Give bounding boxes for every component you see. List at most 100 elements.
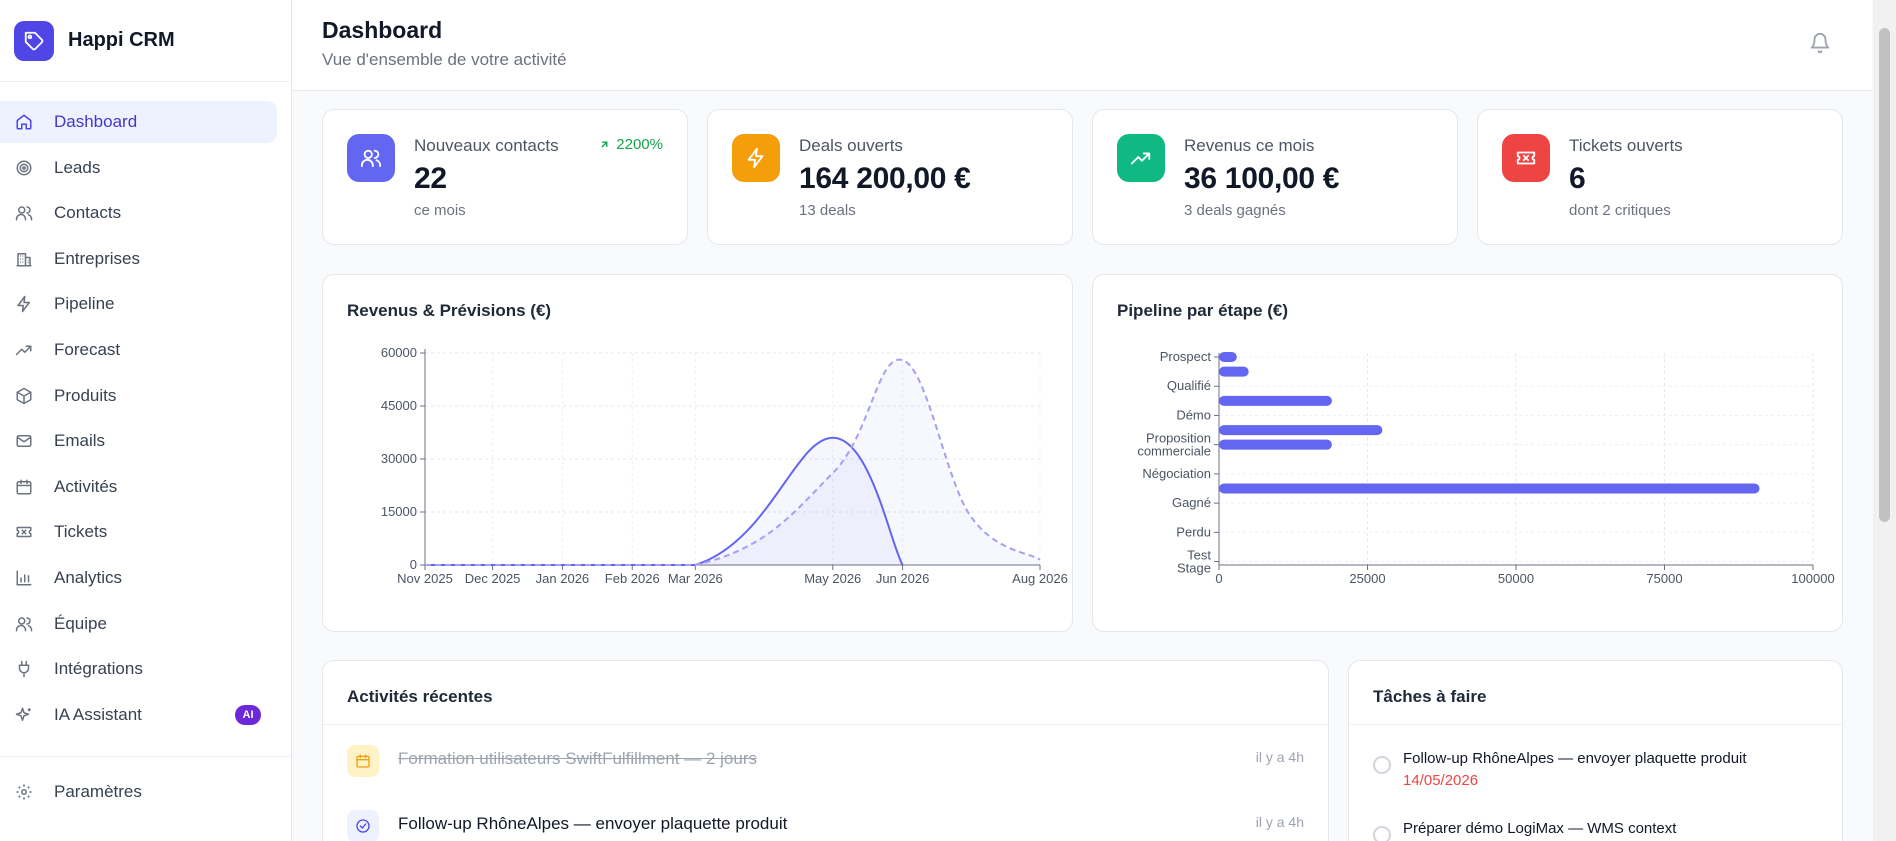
stat-card-deals[interactable]: Deals ouverts 164 200,00 € 13 deals [707,109,1073,245]
x-tick-label: Nov 2025 [397,571,453,586]
pipeline-bar [1219,366,1249,377]
x-tick-label: 50000 [1498,571,1534,586]
sidebar-item-produits[interactable]: Produits [0,375,277,417]
stat-card-contacts[interactable]: Nouveaux contacts 2200% 22 ce mois [322,109,688,245]
building-icon [14,249,34,269]
activity-item[interactable]: Formation utilisateurs SwiftFulfillment … [347,741,1304,781]
task-checkbox[interactable] [1373,756,1391,774]
package-icon [14,386,34,406]
calendar-icon [347,745,379,777]
settings-icon [14,782,34,802]
stat-label: Tickets ouverts [1569,136,1683,155]
sidebar-item-equipe[interactable]: Équipe [0,603,277,645]
plug-icon [14,659,34,679]
pipeline-chart-card: Pipeline par étape (€) 0 25000 50000 75000 1… [1092,274,1843,632]
card-header: Activités récentes [323,661,1328,725]
scrollbar-thumb[interactable] [1879,28,1890,522]
ai-badge: AI [235,704,261,725]
sidebar-item-activites[interactable]: Activités [0,466,277,508]
tag-logo-icon [14,20,54,61]
y-tick-label: Démo [1176,407,1211,422]
activity-text: Formation utilisateurs SwiftFulfillment … [398,749,758,768]
sidebar-item-label: Leads [54,157,101,177]
activity-item[interactable]: Follow-up RhôneAlpes — envoyer plaquette… [347,806,1304,841]
card-title: Activités récentes [347,687,493,706]
team-icon [14,614,34,634]
sidebar-item-label: Analytics [54,567,123,587]
sidebar-item-pipeline[interactable]: Pipeline [0,283,277,325]
sidebar-item-dashboard[interactable]: Dashboard [0,101,277,143]
x-tick-label: Jan 2026 [536,571,590,586]
zap-icon [14,294,34,314]
x-tick-label: 100000 [1791,571,1834,586]
ticket-icon [1502,134,1550,182]
revenue-area-chart: 0 15000 30000 45000 60000 Nov 2025 Dec 2025 Jan… [381,345,1068,586]
sparkles-icon [14,705,34,725]
sidebar-item-analytics[interactable]: Analytics [0,557,277,599]
task-item[interactable]: Préparer démo LogiMax — WMS context [1373,820,1818,841]
sidebar-item-label: Contacts [54,203,122,223]
trend-badge: 2200% [599,136,663,153]
check-circle-icon [347,810,379,841]
stat-card-revenus[interactable]: Revenus ce mois 36 100,00 € 3 deals gagn… [1092,109,1458,245]
recent-activities-card: Activités récentes Formation utilisateur… [322,660,1329,841]
stat-sub: 3 deals gagnés [1184,202,1286,219]
sidebar-item-ia-assistant[interactable]: IA Assistant AI [0,694,277,736]
y-tick-label: 30000 [381,451,417,466]
stat-label: Deals ouverts [799,136,903,155]
y-tick-label: Test Stage [1177,548,1211,576]
y-tick-label: 60000 [381,345,417,360]
stat-label: Revenus ce mois [1184,136,1315,155]
sidebar-item-contacts[interactable]: Contacts [0,192,277,234]
page-scrollbar[interactable] [1873,0,1896,841]
sidebar-item-label: Activités [54,476,118,496]
stat-sub: 13 deals [799,202,856,219]
page-title: Dashboard [322,17,443,43]
revenue-chart-card: Revenus & Prévisions (€) 0 15000 30000 4500… [322,274,1073,632]
task-item[interactable]: Follow-up RhôneAlpes — envoyer plaquette… [1373,750,1818,798]
stat-value: 164 200,00 € [799,162,971,195]
pipeline-bar-chart: 0 25000 50000 75000 100000 Prospect Qualifié Dé… [1137,349,1834,586]
task-due-date: 14/05/2026 [1403,772,1479,789]
sidebar-item-tickets[interactable]: Tickets [0,511,277,553]
pipeline-bar [1219,425,1383,436]
task-checkbox[interactable] [1373,826,1391,841]
sidebar-item-label: Intégrations [54,659,143,679]
stat-sub: ce mois [414,202,466,219]
sidebar-item-label: Emails [54,431,106,451]
y-tick-label: Proposition commerciale [1137,431,1211,459]
sidebar-item-entreprises[interactable]: Entreprises [0,238,277,280]
brand[interactable]: Happi CRM [0,0,291,82]
pipeline-bar [1219,395,1332,406]
x-tick-label: Mar 2026 [668,571,723,586]
page-header: Dashboard Vue d'ensemble de votre activi… [293,0,1872,91]
card-header: Tâches à faire [1349,661,1842,725]
bar-chart-icon [14,568,34,588]
sidebar-item-forecast[interactable]: Forecast [0,329,277,371]
app-name: Happi CRM [68,29,175,51]
activity-time: il y a 4h [1255,749,1304,765]
stat-sub: dont 2 critiques [1569,202,1671,219]
chart-title: Revenus & Prévisions (€) [347,301,552,320]
target-icon [14,158,34,178]
sidebar-item-parametres[interactable]: Paramètres [0,771,277,813]
arrow-up-right-icon [601,141,608,148]
chart-title: Pipeline par étape (€) [1117,301,1288,320]
trending-up-icon [1117,134,1165,182]
stat-card-tickets[interactable]: Tickets ouverts 6 dont 2 critiques [1477,109,1843,245]
sidebar-item-label: Forecast [54,339,121,359]
y-tick-label: 0 [410,557,417,572]
sidebar-item-label: Tickets [54,522,108,542]
notifications-bell-icon[interactable] [1808,30,1832,56]
sidebar-item-integrations[interactable]: Intégrations [0,648,277,690]
sidebar-item-label: Produits [54,385,117,405]
sidebar-item-leads[interactable]: Leads [0,147,277,189]
ticket-icon [14,522,34,542]
forecast-series-line [425,358,1041,566]
activity-text: Follow-up RhôneAlpes — envoyer plaquette… [398,814,788,833]
sidebar-item-label: Entreprises [54,248,140,268]
y-tick-label: Qualifié [1167,378,1211,393]
trend-value: 2200% [616,136,663,153]
sidebar-item-emails[interactable]: Emails [0,420,277,462]
stat-value: 36 100,00 € [1184,162,1340,195]
